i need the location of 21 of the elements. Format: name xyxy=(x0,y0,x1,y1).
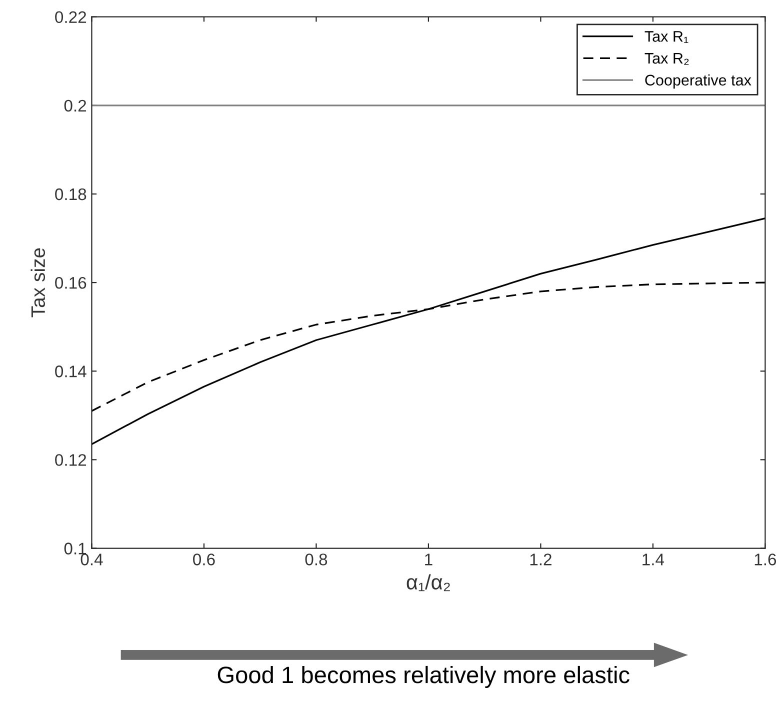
y-tick-label: 0.16 xyxy=(55,276,86,289)
legend-label: Tax R₂ xyxy=(644,53,689,65)
x-tick-label: 1.4 xyxy=(642,554,664,566)
y-tick-label: 0.1 xyxy=(64,542,86,554)
x-tick-label: 0.8 xyxy=(305,554,328,566)
y-tick-label: 0.12 xyxy=(55,454,86,466)
legend-label: Cooperative tax xyxy=(645,74,752,89)
x-axis-title: α₁/α₂ xyxy=(406,574,450,592)
x-tick-label: 0.4 xyxy=(80,554,103,566)
y-tick-label: 0.14 xyxy=(55,366,86,378)
x-tick-label: 1 xyxy=(425,554,432,566)
y-tick-label: 0.2 xyxy=(64,100,86,112)
legend-label: Tax R₁ xyxy=(644,31,688,43)
y-tick-label: 0.18 xyxy=(55,188,86,200)
text: Good 1 becomes relatively more elastic xyxy=(218,666,630,688)
x-tick-label: 0.6 xyxy=(193,554,215,566)
x-tick-label: 1.6 xyxy=(754,554,776,566)
y-tick-label: 0.22 xyxy=(55,11,86,24)
x-tick-label: 1.2 xyxy=(530,554,552,566)
line-series xyxy=(92,218,766,446)
y-axis-title: Tax size xyxy=(30,248,46,318)
